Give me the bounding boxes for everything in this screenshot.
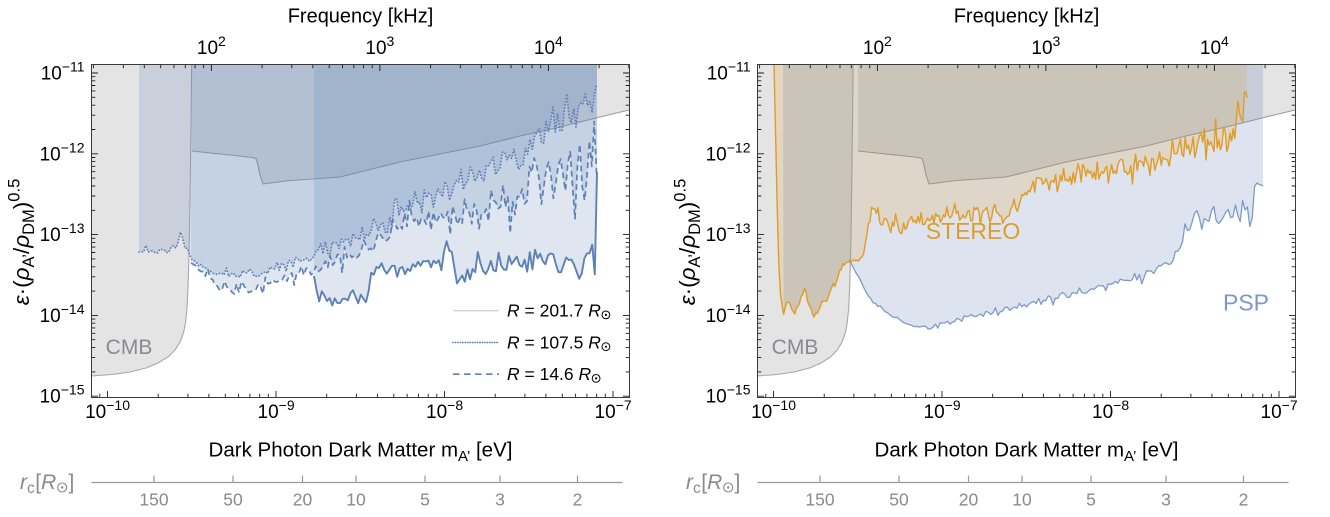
svg-text:R = 14.6 R: R = 14.6 R [507, 364, 592, 384]
svg-text:R: R [41, 471, 56, 494]
svg-text:STEREO: STEREO [926, 218, 1021, 244]
svg-text:c: c [693, 480, 701, 497]
svg-text:150: 150 [139, 490, 168, 510]
svg-text:CMB: CMB [772, 336, 819, 359]
svg-text:10: 10 [346, 490, 366, 510]
svg-text:Frequency [kHz]: Frequency [kHz] [288, 6, 434, 28]
svg-text:5: 5 [1086, 490, 1096, 510]
svg-text:[: [ [701, 471, 707, 494]
svg-text:]: ] [734, 471, 740, 494]
svg-text:c: c [27, 480, 35, 497]
svg-text:R = 107.5 R: R = 107.5 R [507, 333, 601, 353]
svg-text:r: r [20, 471, 28, 494]
svg-text:3: 3 [495, 490, 505, 510]
svg-text:2: 2 [573, 490, 583, 510]
svg-text:]: ] [68, 471, 74, 494]
svg-text:Frequency [kHz]: Frequency [kHz] [954, 6, 1100, 28]
svg-text:2: 2 [1239, 490, 1249, 510]
svg-text:150: 150 [805, 490, 834, 510]
svg-text:R: R [707, 471, 722, 494]
svg-text:10−15: 10−15 [706, 382, 751, 408]
svg-text:10−7: 10−7 [595, 397, 632, 423]
svg-text:10−8: 10−8 [1092, 397, 1129, 423]
svg-text:10: 10 [1012, 490, 1032, 510]
svg-text:20: 20 [959, 490, 979, 510]
svg-text:50: 50 [223, 490, 243, 510]
svg-text:ε·(ρA’/ρDM)0.5: ε·(ρA’/ρDM)0.5 [672, 179, 705, 306]
svg-text:3: 3 [1161, 490, 1171, 510]
svg-text:5: 5 [420, 490, 430, 510]
svg-text:r: r [686, 471, 694, 494]
svg-text:PSP: PSP [1223, 290, 1269, 316]
svg-text:[: [ [35, 471, 41, 494]
svg-text:20: 20 [293, 490, 313, 510]
svg-text:R = 201.7 R: R = 201.7 R [507, 301, 601, 321]
svg-text:CMB: CMB [106, 336, 153, 359]
svg-text:50: 50 [889, 490, 909, 510]
